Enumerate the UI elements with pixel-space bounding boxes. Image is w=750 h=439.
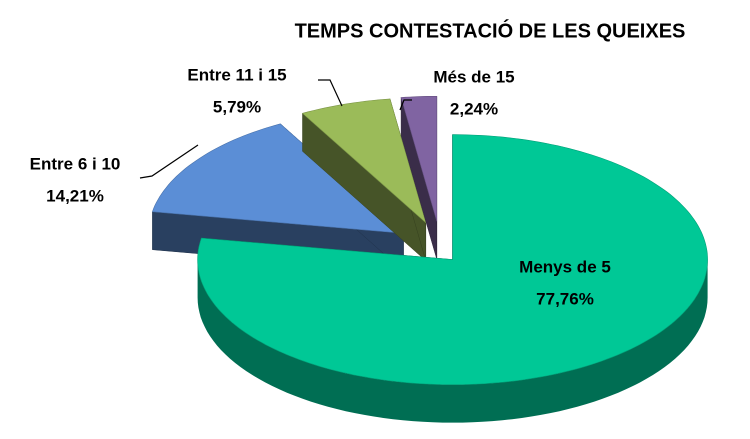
slice-top xyxy=(301,98,427,224)
slice-label: Entre 6 i 10 xyxy=(30,154,121,173)
slice xyxy=(197,134,708,423)
leader-line xyxy=(399,99,412,111)
leader-line xyxy=(318,79,343,107)
slice xyxy=(400,96,438,260)
slice-value-label: 2,24% xyxy=(450,99,498,118)
slice-value-label: 77,76% xyxy=(536,289,594,308)
slice-label: Més de 15 xyxy=(433,67,514,86)
slice-top xyxy=(400,96,438,222)
slice-side xyxy=(197,259,708,423)
slice-label: Entre 11 i 15 xyxy=(187,65,286,84)
slice-top xyxy=(197,134,708,385)
slice-top xyxy=(151,123,405,234)
leader-line xyxy=(139,144,199,179)
pie xyxy=(151,96,708,423)
slice-value-label: 5,79% xyxy=(213,97,261,116)
chart-title: TEMPS CONTESTACIÓ DE LES QUEIXES xyxy=(295,18,686,42)
slice-label: Menys de 5 xyxy=(519,257,611,276)
slice xyxy=(301,98,427,262)
slice-value-label: 14,21% xyxy=(46,186,104,205)
